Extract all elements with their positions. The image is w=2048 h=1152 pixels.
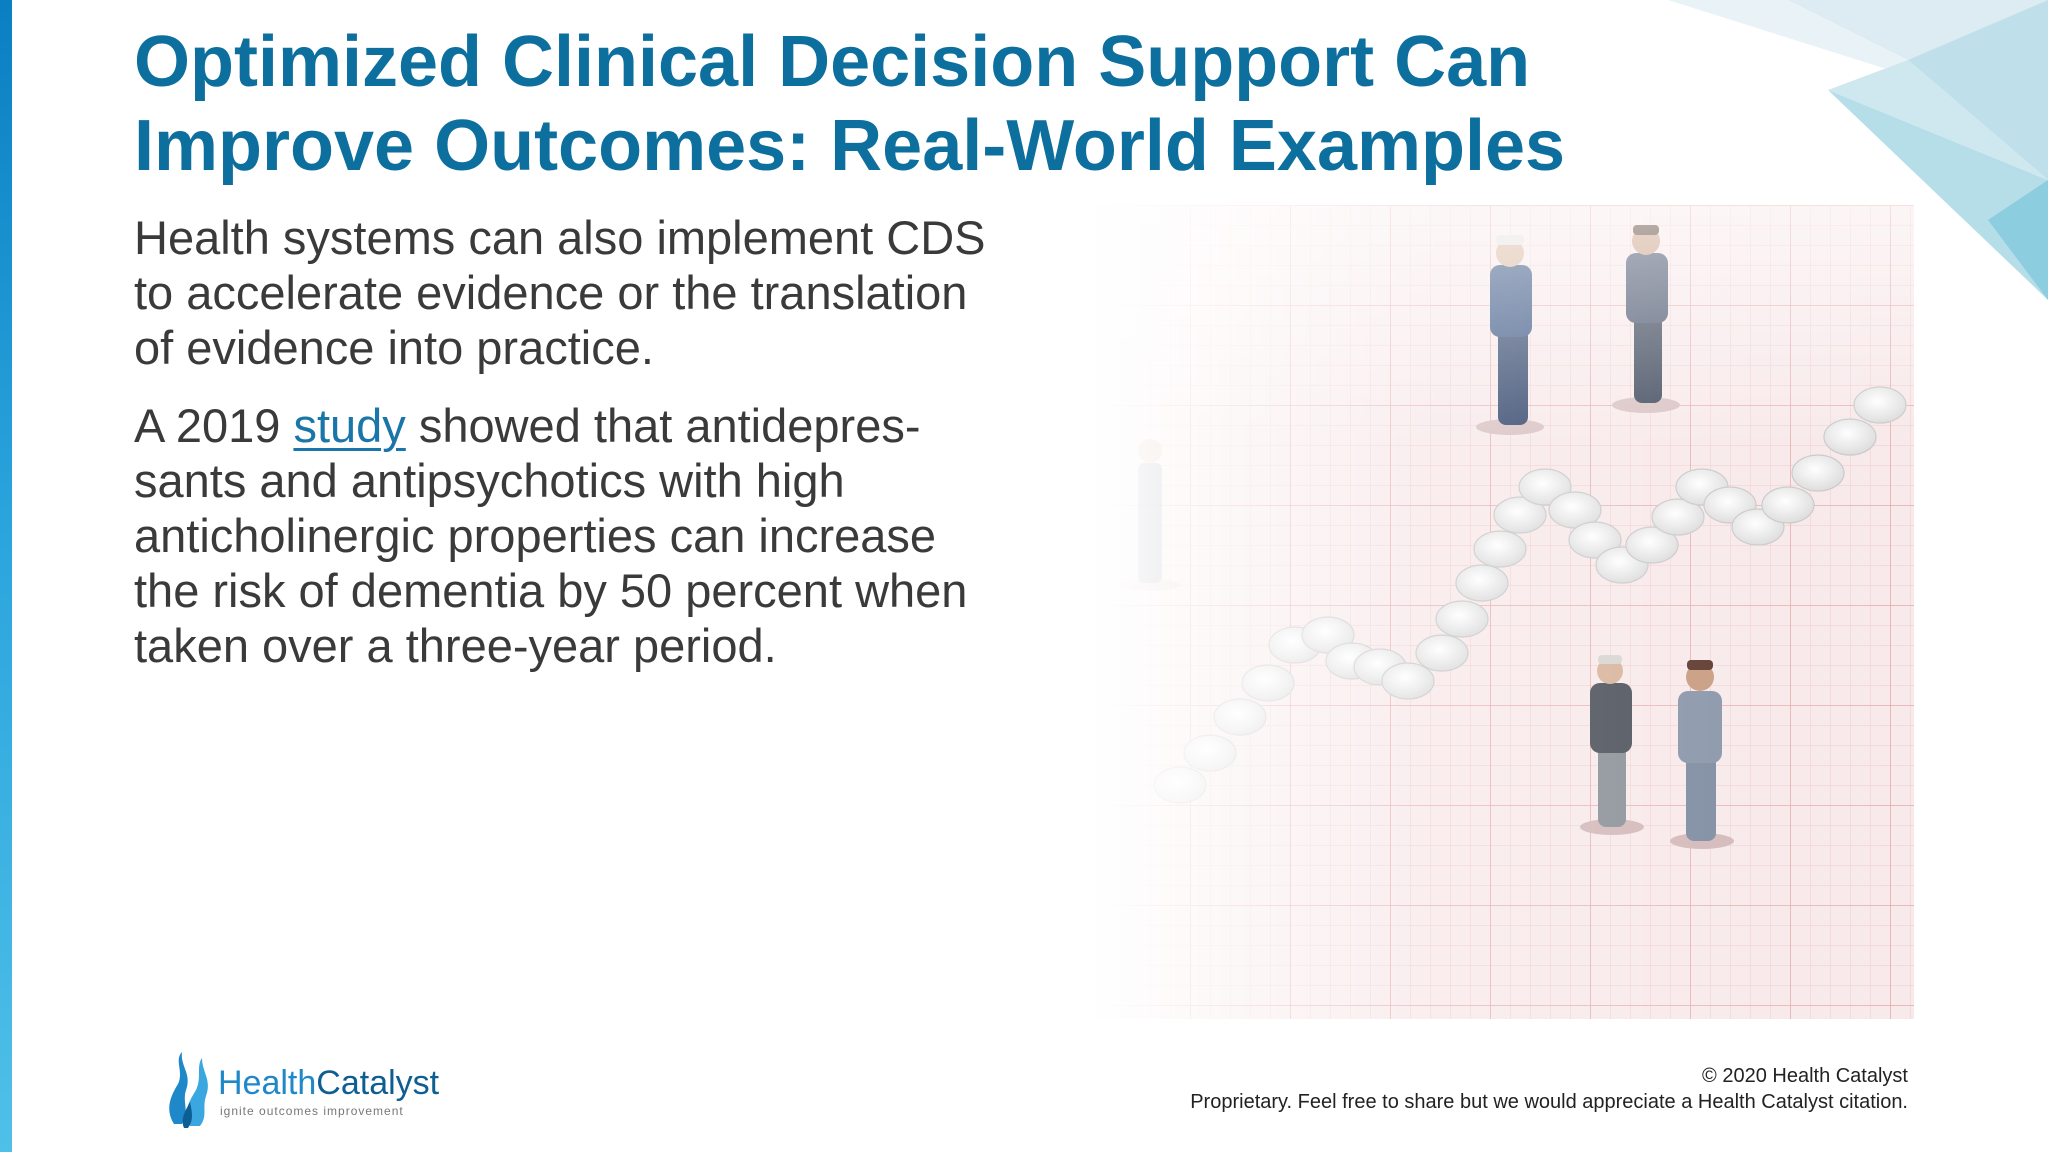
paragraph-study-line-4: the risk of dementia by 50 percent when bbox=[134, 564, 968, 617]
logo-word-catalyst: Catalyst bbox=[316, 1064, 440, 1102]
paragraph-cds: Health systems can also implement CDS to… bbox=[134, 210, 1094, 375]
paragraph-cds-line-2: to accelerate evidence or the translatio… bbox=[134, 266, 968, 319]
left-accent-bar bbox=[0, 0, 12, 1152]
slide-title-line-2: Improve Outcomes: Real-World Examples bbox=[134, 106, 1566, 186]
logo-tagline: ignite outcomes improvement bbox=[220, 1104, 404, 1118]
pills-figurines-icon bbox=[1090, 205, 1914, 1019]
paragraph-cds-line-1: Health systems can also implement CDS bbox=[134, 211, 986, 264]
footer-copyright: © 2020 Health Catalyst bbox=[1702, 1065, 1908, 1087]
slide-title-line-1: Optimized Clinical Decision Support Can bbox=[134, 22, 1531, 102]
paragraph-study-line-5: taken over a three-year period. bbox=[134, 619, 777, 672]
illustration-image bbox=[1090, 205, 1914, 1019]
health-catalyst-logo: HealthCatalyst ignite outcomes improveme… bbox=[160, 1050, 480, 1130]
paragraph-cds-line-3: of evidence into practice. bbox=[134, 321, 654, 374]
paragraph-study-suffix: showed that antidepres- bbox=[405, 399, 921, 452]
logo-word-health: Health bbox=[218, 1064, 317, 1102]
body-text: Health systems can also implement CDS to… bbox=[134, 210, 1094, 696]
slide-title: Optimized Clinical Decision Support Can … bbox=[134, 20, 1734, 188]
paragraph-study: A 2019 study showed that antidepres- san… bbox=[134, 398, 1094, 673]
logo-wordmark: HealthCatalyst bbox=[218, 1064, 439, 1102]
paragraph-study-prefix: A 2019 bbox=[134, 399, 294, 452]
decorative-facets bbox=[1668, 0, 2048, 300]
footer: © 2020 Health Catalyst Proprietary. Feel… bbox=[1190, 1063, 1908, 1115]
flame-icon bbox=[169, 1052, 208, 1128]
paragraph-study-line-1: A 2019 study showed that antidepres- bbox=[134, 398, 1094, 453]
footer-notice: Proprietary. Feel free to share but we w… bbox=[1190, 1091, 1908, 1113]
paragraph-study-line-2: sants and antipsychotics with high bbox=[134, 454, 845, 507]
study-link[interactable]: study bbox=[293, 399, 406, 452]
paragraph-study-line-3: anticholinergic properties can increase bbox=[134, 509, 937, 562]
